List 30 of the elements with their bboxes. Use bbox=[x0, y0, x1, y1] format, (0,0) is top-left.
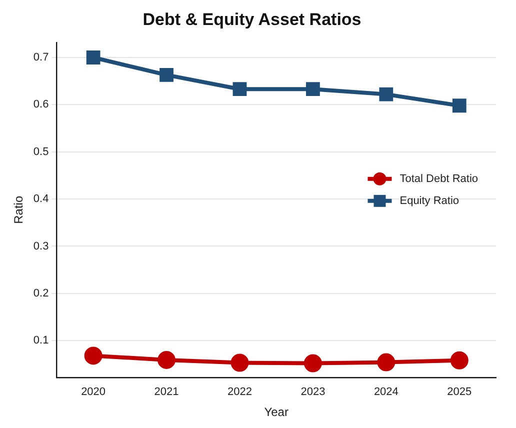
point bbox=[450, 351, 468, 370]
y-tick-label: 0.1 bbox=[33, 334, 49, 347]
point bbox=[160, 68, 174, 82]
point bbox=[158, 350, 176, 369]
y-tick-label: 0.6 bbox=[33, 98, 49, 111]
legend-label: Equity Ratio bbox=[400, 194, 460, 207]
legend-label: Total Debt Ratio bbox=[400, 172, 478, 185]
x-tick-label: 2025 bbox=[447, 386, 472, 398]
chart-title: Debt & Equity Asset Ratios bbox=[142, 10, 362, 29]
x-tick-label: 2023 bbox=[300, 386, 326, 398]
point bbox=[86, 50, 100, 64]
y-axis-title: Ratio bbox=[12, 196, 26, 224]
point bbox=[232, 82, 247, 96]
point bbox=[230, 354, 249, 372]
point bbox=[379, 87, 394, 102]
point bbox=[306, 82, 320, 96]
x-tick-label: 2024 bbox=[374, 386, 398, 398]
point bbox=[377, 353, 396, 372]
y-tick-label: 0.2 bbox=[33, 287, 49, 300]
point bbox=[452, 98, 466, 113]
point bbox=[84, 346, 102, 365]
x-tick-label: 2020 bbox=[81, 386, 106, 398]
y-tick-label: 0.7 bbox=[33, 52, 49, 64]
x-tick-label: 2021 bbox=[154, 386, 179, 398]
y-tick-label: 0.3 bbox=[33, 240, 49, 252]
x-tick-label: 2022 bbox=[227, 386, 252, 398]
y-tick-label: 0.5 bbox=[33, 146, 49, 158]
point bbox=[304, 354, 322, 372]
x-axis-title: Year bbox=[264, 405, 288, 420]
y-tick-label: 0.4 bbox=[33, 193, 49, 206]
